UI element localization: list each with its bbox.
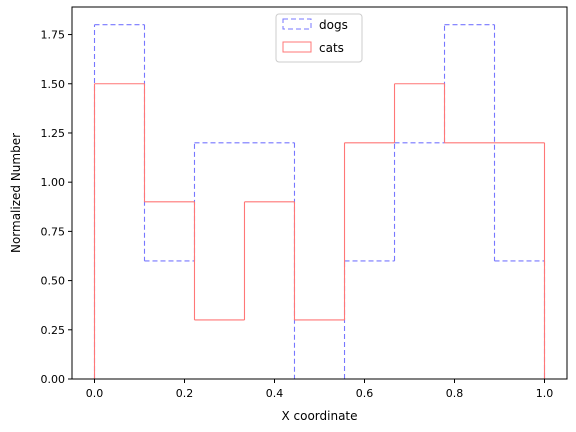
x-tick-label: 1.0 — [536, 387, 554, 400]
series-layer — [93, 24, 546, 380]
y-axis-label: Normalized Number — [9, 133, 23, 253]
x-tick-label: 0.8 — [446, 387, 464, 400]
legend-label-dogs: dogs — [319, 18, 348, 32]
series-cats — [93, 83, 546, 379]
legend-swatch-dogs — [282, 18, 312, 30]
y-tick-label: 1.50 — [41, 78, 66, 91]
y-tick-label: 0.75 — [41, 225, 66, 238]
legend-label-cats: cats — [319, 41, 344, 55]
y-tick-label: 0.00 — [41, 373, 66, 386]
x-tick-label: 0.6 — [356, 387, 374, 400]
y-tick-label: 0.50 — [41, 275, 66, 288]
y-tick-label: 1.75 — [41, 29, 66, 42]
x-tick-label: 0.0 — [86, 387, 104, 400]
plot-frame — [71, 6, 568, 380]
y-tick-label: 1.00 — [41, 176, 66, 189]
x-axis-label: X coordinate — [281, 409, 357, 423]
x-axis: 0.0 0.2 0.4 0.6 0.8 1.0 — [86, 379, 554, 400]
y-tick-label: 1.25 — [41, 127, 66, 140]
legend: dogs cats — [275, 13, 363, 63]
y-axis: 0.00 0.25 0.50 0.75 1.00 1.25 1.50 1.75 — [41, 29, 72, 386]
x-tick-label: 0.2 — [176, 387, 194, 400]
x-tick-label: 0.4 — [266, 387, 284, 400]
legend-swatch-cats — [282, 41, 312, 53]
legend-box — [275, 13, 363, 63]
y-tick-label: 0.25 — [41, 324, 66, 337]
